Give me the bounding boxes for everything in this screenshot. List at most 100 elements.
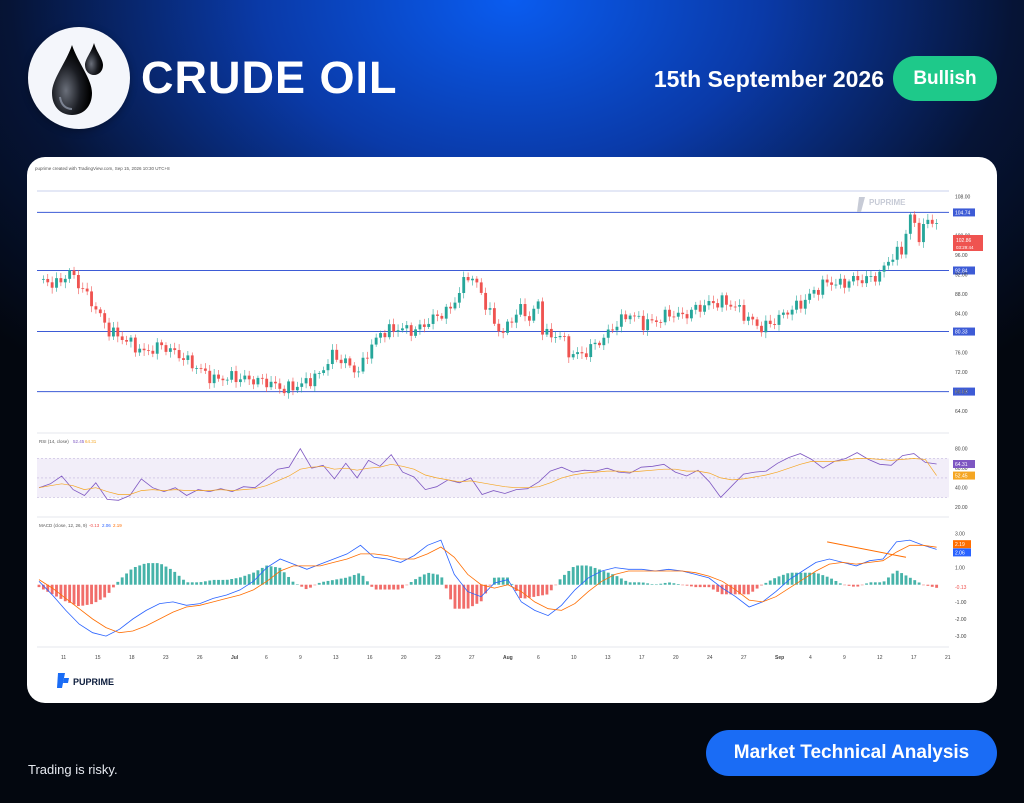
macd-histogram-bar <box>252 572 255 585</box>
macd-histogram-bar <box>190 582 194 585</box>
macd-histogram-bar <box>917 582 921 585</box>
macd-histogram-bar <box>795 572 798 585</box>
x-tick-label: 17 <box>639 655 645 661</box>
rsi-tick-label: 40.00 <box>955 486 968 492</box>
candle-body <box>825 279 829 283</box>
candle-body <box>94 306 98 310</box>
chart-card: puprime created with TradingView.com, Se… <box>27 157 997 703</box>
x-tick-label: 21 <box>945 655 951 661</box>
candle-body <box>563 336 566 337</box>
macd-histogram-bar <box>304 584 308 590</box>
candle-body <box>444 306 448 319</box>
x-tick-label: 16 <box>367 655 373 661</box>
macd-histogram-bar <box>746 584 750 595</box>
candle-body <box>873 276 877 282</box>
macd-histogram-bar <box>352 574 356 585</box>
x-tick-label: 6 <box>537 655 540 661</box>
macd-histogram-bar <box>475 584 479 604</box>
macd-histogram-bar <box>882 581 886 585</box>
macd-histogram-bar <box>155 563 159 585</box>
macd-histogram-bar <box>685 584 689 586</box>
candle-body <box>935 223 939 224</box>
macd-histogram-bar <box>195 582 199 585</box>
candle-body <box>462 277 466 294</box>
macd-histogram-bar <box>238 577 242 585</box>
candle-body <box>541 301 544 335</box>
candle-body <box>112 327 115 337</box>
macd-histogram-bar <box>786 573 790 585</box>
candle-body <box>514 314 518 323</box>
candle-body <box>116 327 120 337</box>
candle-body <box>913 214 917 223</box>
macd-histogram-bar <box>580 565 584 585</box>
candle-body <box>895 246 899 260</box>
candle-body <box>436 314 439 316</box>
macd-histogram-bar <box>654 584 658 586</box>
candle-body <box>926 219 930 224</box>
candle-body <box>930 219 934 224</box>
macd-histogram-bar <box>663 582 667 585</box>
candle-body <box>221 378 225 381</box>
macd-tick-label: -1.00 <box>955 600 967 606</box>
macd-histogram-bar <box>545 584 549 595</box>
candle-body <box>497 323 501 332</box>
macd-histogram-bar <box>825 576 829 585</box>
candle-body <box>107 322 111 337</box>
macd-histogram-bar <box>225 579 229 585</box>
candle-body <box>633 315 636 317</box>
candle-body <box>484 292 488 310</box>
candle-body <box>619 314 623 327</box>
brand-logo: PUPRIME <box>57 673 114 688</box>
macd-tick-label: 1.00 <box>955 566 965 572</box>
price-tick-label: 108.00 <box>955 195 971 201</box>
brand-mark-icon <box>57 673 65 688</box>
macd-histogram-bar <box>98 584 102 600</box>
candle-body <box>234 371 238 383</box>
rsi-title: RSI (14, close) <box>39 439 69 444</box>
x-tick-label: 9 <box>299 655 302 661</box>
candle-body <box>260 377 264 379</box>
candle-body <box>904 233 908 255</box>
candle-body <box>396 330 400 332</box>
candle-body <box>663 309 667 323</box>
candle-body <box>558 336 562 338</box>
candle-body <box>339 359 343 364</box>
candle-body <box>878 271 882 282</box>
market-analysis-button[interactable]: Market Technical Analysis <box>706 730 997 776</box>
macd-value-tag <box>953 540 971 549</box>
macd-value-tag-label: 2.19 <box>955 542 965 548</box>
candle-body <box>510 321 514 323</box>
macd-histogram-bar <box>409 582 413 585</box>
price-levels: 104.74 92.84 80.33 68.03 <box>37 208 975 396</box>
price-level-tag <box>953 327 975 336</box>
macd-histogram-bar <box>576 565 579 585</box>
candle-body <box>694 304 698 310</box>
macd-histogram-bar <box>856 584 860 587</box>
candle-body <box>672 316 676 318</box>
candle-body <box>869 276 873 277</box>
macd-histogram-bar <box>589 566 593 585</box>
candle-body <box>365 357 369 359</box>
macd-histogram-bar <box>199 582 203 585</box>
candle-body <box>392 324 396 332</box>
candle-body <box>746 316 750 321</box>
macd-histogram-bar <box>738 584 742 595</box>
macd-histogram-bar <box>624 580 628 585</box>
signal-line <box>38 544 937 634</box>
candle-body <box>203 368 207 371</box>
candle-body <box>55 278 58 288</box>
candle-body <box>243 375 247 380</box>
candle-body <box>212 374 216 384</box>
candle-body <box>843 278 847 288</box>
macd-histogram-bar <box>755 584 759 589</box>
macd-histogram-bar <box>365 581 369 585</box>
macd-histogram-bar <box>357 573 361 585</box>
macd-histogram-bar <box>838 583 842 585</box>
candle-body <box>120 336 124 341</box>
candle-body <box>85 288 89 292</box>
macd-histogram-bar <box>300 584 304 587</box>
macd-histogram-bar <box>606 572 610 585</box>
macd-histogram-bar <box>348 576 352 585</box>
candle-body <box>584 353 588 358</box>
macd-histogram-bar <box>510 583 514 585</box>
